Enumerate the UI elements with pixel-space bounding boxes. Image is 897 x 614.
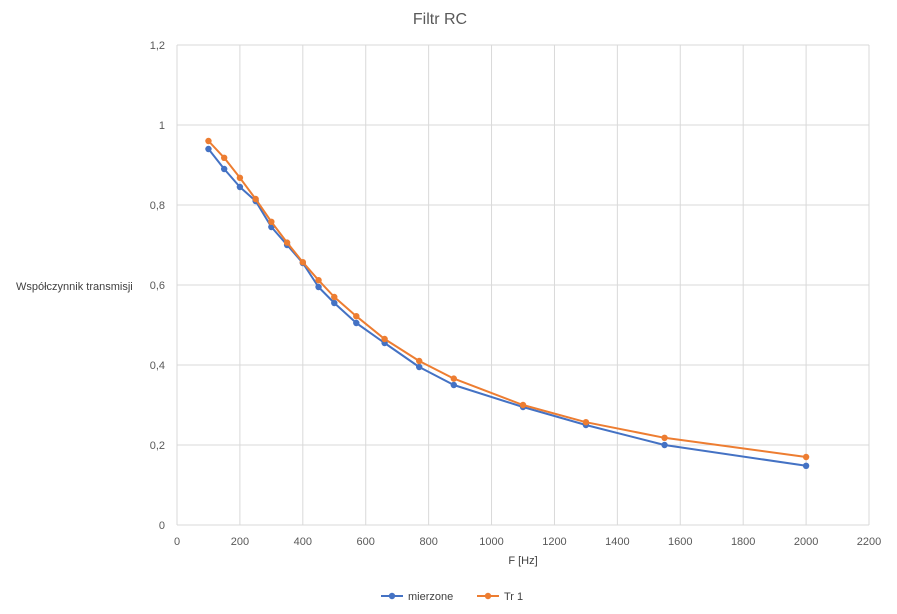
- series-2-point: [299, 259, 307, 266]
- x-tick-label: 0: [174, 536, 180, 548]
- series-2-line: [207, 140, 807, 458]
- legend-item-2: Tr 1: [477, 591, 523, 603]
- legend-item-2-marker: [484, 592, 492, 600]
- chart-title: Filtr RC: [413, 11, 467, 28]
- gridlines: [176, 44, 870, 526]
- y-axis-title: Współczynnik transmisji: [16, 281, 133, 293]
- series-2-point: [353, 313, 360, 320]
- x-tick-label: 1200: [542, 536, 566, 548]
- x-tick-label: 200: [231, 536, 249, 548]
- series-2-point: [582, 419, 590, 426]
- series-1-line: [207, 148, 807, 467]
- x-tick-label: 2000: [794, 536, 818, 548]
- series-2-point: [315, 277, 322, 284]
- y-tick-label: 0,6: [150, 280, 165, 292]
- x-tick-label: 1400: [605, 536, 629, 548]
- x-tick-label: 1000: [479, 536, 503, 548]
- y-tick-label: 0: [159, 520, 165, 532]
- x-tick-label: 1600: [668, 536, 692, 548]
- series-2-point: [220, 154, 228, 161]
- x-tick-label: 2200: [857, 536, 881, 548]
- y-tick-label: 1,2: [150, 40, 165, 52]
- series-2-point: [416, 357, 423, 365]
- legend-item-2-label: Tr 1: [504, 591, 523, 603]
- x-axis-title: F [Hz]: [508, 555, 537, 567]
- series-1: [205, 145, 810, 469]
- x-tick-label: 800: [419, 536, 437, 548]
- series-2-point: [331, 293, 338, 301]
- series-1-point: [205, 145, 212, 153]
- y-tick-label: 0,2: [150, 440, 165, 452]
- tick-labels: 0 200 400 600 800 1000 1200 1400 1600 1800 2000 220…: [150, 40, 882, 548]
- legend-item-1-marker: [388, 592, 396, 600]
- series-1-point: [661, 441, 668, 449]
- series-1-point: [236, 183, 244, 191]
- series-2-point: [236, 174, 244, 181]
- series-lines: [205, 137, 810, 469]
- series-2-point: [268, 218, 275, 225]
- legend-item-1-label: mierzone: [408, 591, 453, 603]
- series-1-point: [416, 363, 423, 371]
- series-2-point: [381, 335, 388, 343]
- series-1-point: [450, 381, 457, 389]
- series-2-point: [283, 239, 291, 246]
- series-2-point: [661, 434, 668, 441]
- y-tick-label: 0,8: [150, 200, 165, 212]
- series-1-point: [802, 462, 810, 469]
- series-1-point: [353, 319, 360, 327]
- series-2-point: [252, 195, 259, 203]
- y-tick-label: 1: [159, 120, 165, 132]
- x-tick-label: 600: [357, 536, 375, 548]
- series-2-point: [205, 137, 212, 145]
- series-1-point: [315, 283, 322, 291]
- series-2-point: [450, 375, 457, 382]
- series-1-point: [220, 165, 228, 173]
- x-tick-label: 1800: [731, 536, 755, 548]
- x-tick-label: 400: [294, 536, 312, 548]
- legend: mierzone Tr 1: [381, 591, 523, 603]
- y-tick-label: 0,4: [150, 360, 165, 372]
- legend-item-1: mierzone: [381, 591, 453, 603]
- series-2-point: [519, 401, 527, 409]
- series-2: [205, 137, 810, 461]
- series-2-point: [802, 453, 810, 461]
- series-1-point: [331, 299, 338, 307]
